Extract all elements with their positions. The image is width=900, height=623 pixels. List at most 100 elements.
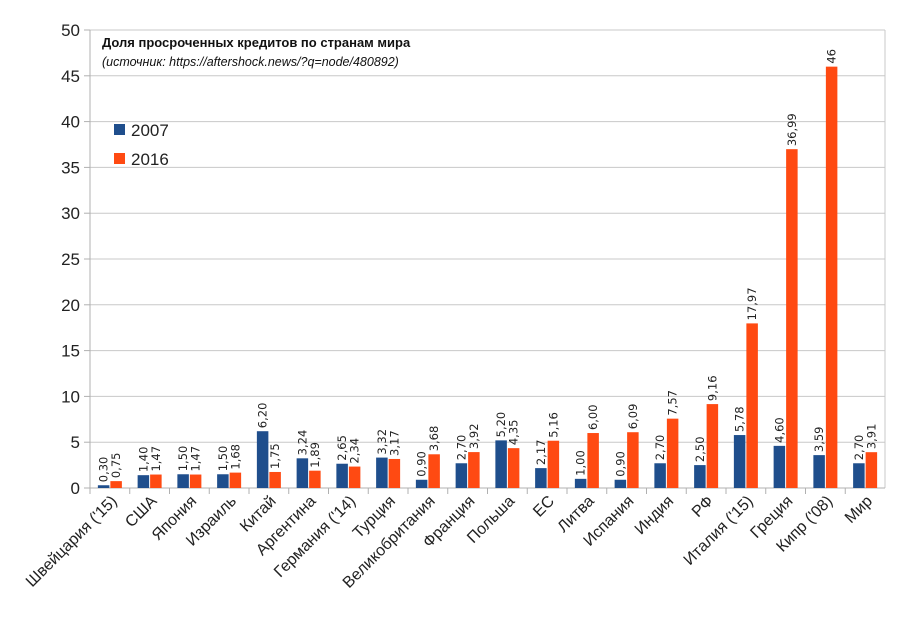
bar-2016	[786, 149, 798, 488]
data-label-2007: 5,20	[494, 412, 508, 438]
bar-2016	[348, 466, 361, 488]
data-label-2007: 1,50	[216, 446, 230, 472]
data-label-2016: 1,68	[228, 444, 242, 470]
data-label-2007: 2,70	[454, 435, 468, 461]
data-label-2016: 3,68	[427, 426, 441, 452]
y-tick-label: 0	[71, 479, 80, 498]
data-label-2007: 2,17	[534, 440, 548, 466]
data-label-2016: 0,75	[109, 453, 123, 479]
chart-subtitle: (источник: https://aftershock.news/?q=no…	[102, 55, 399, 69]
data-label-2007: 2,50	[693, 436, 707, 462]
data-label-2016: 7,57	[666, 390, 680, 416]
bar-2016	[388, 458, 401, 488]
data-label-2016: 6,00	[586, 404, 600, 430]
y-tick-label: 20	[61, 296, 80, 315]
y-tick-label: 5	[71, 433, 80, 452]
y-axis-ticks: 0 5 10 15 20 25 30 35 40 45 50	[61, 21, 80, 498]
bar-2007	[614, 479, 627, 488]
bar-2007	[415, 479, 428, 488]
bar-2007	[177, 474, 189, 488]
y-tick-label: 15	[61, 342, 80, 361]
bar-2007	[376, 457, 388, 488]
y-tick-label: 30	[61, 204, 80, 223]
bar-2007	[455, 463, 468, 488]
data-label-2007: 4,60	[772, 417, 786, 443]
data-label-2007: 2,70	[653, 435, 667, 461]
data-labels: 0,300,75 1,401,47 1,501,47 1,501,686,201,75…	[97, 49, 879, 482]
bar-2016	[587, 433, 599, 488]
data-label-2016: 5,16	[546, 412, 560, 438]
bar-2007	[495, 440, 507, 488]
bar-2007	[535, 468, 547, 488]
y-tick-label: 25	[61, 250, 80, 269]
bar-2016	[269, 471, 281, 488]
y-tick-label: 35	[61, 158, 80, 177]
legend-swatch-2007	[114, 124, 125, 135]
bar-2016	[825, 66, 838, 488]
bar-2016	[666, 418, 679, 488]
data-label-2007: 1,50	[176, 446, 190, 472]
bar-2016	[706, 404, 719, 488]
bar-2007	[97, 485, 110, 488]
bar-2007	[574, 478, 587, 488]
data-label-2016: 3,17	[387, 430, 401, 456]
data-label-2016: 1,47	[149, 446, 163, 472]
data-label-2016: 9,16	[705, 375, 719, 401]
data-label-2016: 46	[825, 49, 839, 64]
bar-2016	[627, 432, 639, 488]
y-tick-label: 50	[61, 21, 80, 40]
bar-2007	[853, 463, 865, 488]
y-tick-label: 45	[61, 67, 80, 86]
bar-2016	[150, 474, 162, 488]
bar-2016	[309, 470, 321, 488]
bar-2007	[217, 474, 229, 488]
data-label-2007: 1,40	[136, 447, 150, 473]
bar-2016	[468, 452, 480, 488]
data-label-2007: 3,24	[295, 430, 309, 456]
data-label-2016: 4,35	[507, 420, 521, 446]
data-label-2007: 2,65	[335, 435, 349, 461]
data-label-2007: 1,00	[574, 450, 588, 476]
bar-2007	[296, 458, 309, 488]
data-label-2007: 0,90	[415, 451, 429, 477]
bar-2016	[110, 481, 122, 488]
data-label-2007: 6,20	[256, 403, 270, 429]
bar-2007	[336, 463, 348, 488]
bar-2007	[773, 445, 786, 488]
data-label-2016: 36,99	[785, 113, 799, 146]
legend-label-2007: 2007	[131, 121, 169, 140]
bar-2007	[137, 475, 150, 488]
data-label-2016: 3,92	[467, 423, 481, 449]
bar-2007	[733, 435, 746, 488]
bar-2007	[813, 455, 825, 488]
data-label-2007: 0,30	[97, 457, 111, 483]
data-label-2007: 5,78	[733, 406, 747, 432]
data-label-2016: 1,47	[189, 446, 203, 472]
bar-2007	[694, 465, 706, 488]
bar-2016	[507, 448, 520, 488]
chart-title: Доля просроченных кредитов по странам ми…	[102, 35, 411, 50]
bar-2007	[256, 431, 269, 488]
bar-2016	[865, 452, 878, 488]
legend-label-2016: 2016	[131, 150, 169, 169]
data-label-2007: 2,70	[852, 435, 866, 461]
data-label-2016: 2,34	[348, 438, 362, 464]
data-label-2016: 3,91	[864, 424, 878, 450]
legend-swatch-2016	[114, 153, 125, 164]
data-label-2016: 1,75	[268, 443, 282, 469]
legend: 2007 2016	[114, 121, 169, 169]
y-tick-label: 10	[61, 387, 80, 406]
grid-lines	[84, 29, 886, 494]
bar-2016	[229, 472, 242, 488]
bars	[97, 66, 878, 488]
y-tick-label: 40	[61, 113, 80, 132]
data-label-2016: 17,97	[745, 287, 759, 320]
bar-2016	[547, 440, 560, 488]
data-label-2007: 3,59	[812, 427, 826, 453]
data-label-2016: 6,09	[626, 404, 640, 430]
bar-2007	[654, 463, 666, 488]
data-label-2007: 3,32	[375, 429, 389, 455]
